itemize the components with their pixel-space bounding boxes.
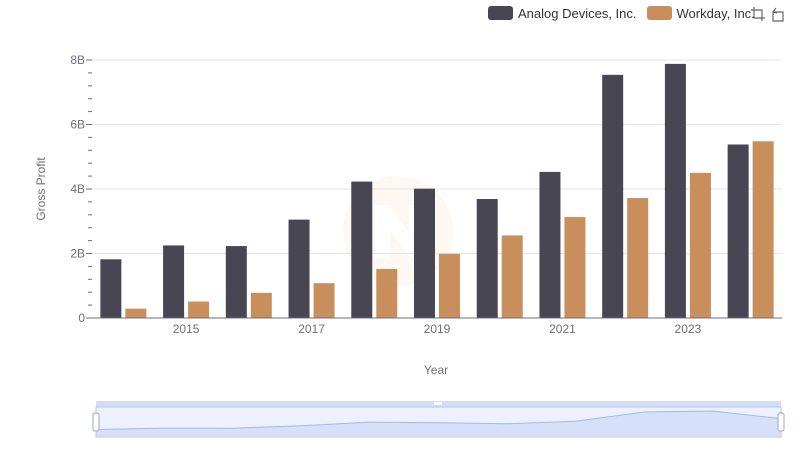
y-axis-title: Gross Profit <box>34 157 48 221</box>
bar-analog-devices-2022[interactable] <box>602 74 624 319</box>
x-tick-label: 2019 <box>424 322 451 336</box>
bar-analog-devices-2021[interactable] <box>539 171 561 318</box>
zoom-grip <box>434 402 442 405</box>
bar-workday-2019[interactable] <box>439 253 460 318</box>
bar-analog-devices-2015[interactable] <box>163 245 185 318</box>
y-tick-label: 8B <box>70 53 85 67</box>
x-tick-label: 2015 <box>173 322 200 336</box>
bar-analog-devices-2024[interactable] <box>727 144 749 318</box>
y-tick-label: 0 <box>78 311 85 325</box>
legend-label-workday: Workday, Inc. <box>676 5 755 21</box>
bar-analog-devices-2016[interactable] <box>225 246 247 318</box>
legend-item-analog-devices[interactable]: Analog Devices, Inc. <box>488 6 637 21</box>
bar-workday-2021[interactable] <box>564 217 586 318</box>
restore-icon[interactable] <box>770 6 786 22</box>
bar-workday-2023[interactable] <box>689 172 711 318</box>
axis-layer: 0 2B 4B 6B 8B 2015 2017 2019 2021 2023 <box>70 53 782 336</box>
bar-workday-2022[interactable] <box>627 198 649 318</box>
y-tick-label: 2B <box>70 247 85 261</box>
toolbox <box>746 6 786 22</box>
bars-layer <box>100 63 774 319</box>
y-tick-label: 4B <box>70 182 85 196</box>
bar-workday-2014[interactable] <box>125 308 147 318</box>
bar-analog-devices-2023[interactable] <box>664 63 686 319</box>
legend-swatch-workday <box>646 6 672 20</box>
zoom-handle-right[interactable] <box>777 412 785 432</box>
bar-analog-devices-2020[interactable] <box>476 198 498 318</box>
bar-workday-2020[interactable] <box>501 235 523 318</box>
bar-workday-2017[interactable] <box>313 283 335 318</box>
legend: Analog Devices, Inc. Workday, Inc. <box>488 4 765 22</box>
zoom-overview-line <box>95 410 782 430</box>
x-tick-label: 2023 <box>675 322 702 336</box>
y-tick-label: 6B <box>70 118 85 132</box>
bar-analog-devices-2018[interactable] <box>351 181 373 318</box>
zoom-overview-area <box>96 411 781 437</box>
x-tick-label: 2017 <box>298 322 325 336</box>
bar-workday-2016[interactable] <box>250 292 272 318</box>
x-tick-label: 2021 <box>549 322 576 336</box>
bar-workday-2018[interactable] <box>376 268 398 318</box>
bar-analog-devices-2014[interactable] <box>100 259 122 318</box>
data-zoom-slider[interactable] <box>92 401 785 438</box>
legend-item-workday[interactable]: Workday, Inc. <box>646 5 755 21</box>
legend-swatch-analog-devices <box>488 6 513 20</box>
x-axis-title: Year <box>424 363 448 377</box>
legend-label-analog-devices: Analog Devices, Inc. <box>518 5 637 21</box>
bar-analog-devices-2017[interactable] <box>288 219 310 318</box>
bar-analog-devices-2019[interactable] <box>414 188 435 318</box>
bar-workday-2024[interactable] <box>752 141 774 318</box>
zoom-handle-left[interactable] <box>92 412 100 432</box>
zoom-icon[interactable] <box>750 6 766 22</box>
bar-workday-2015[interactable] <box>188 301 210 318</box>
